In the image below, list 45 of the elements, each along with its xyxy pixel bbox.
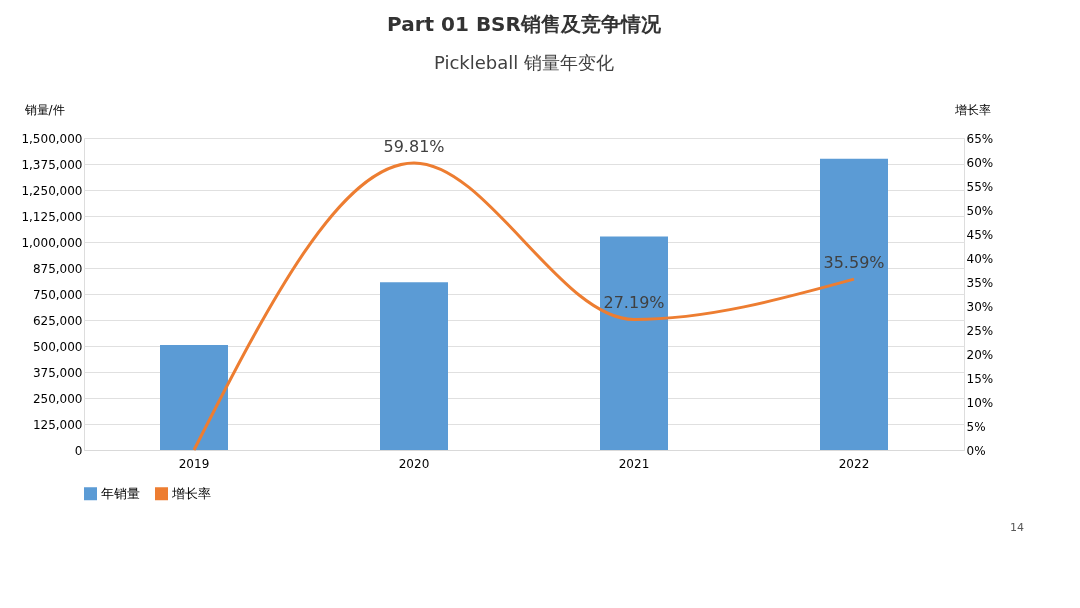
chart-title: Part 01 BSR销售及竞争情况 xyxy=(387,12,662,36)
y2-tick-label: 40% xyxy=(966,251,994,266)
y2-tick-label: 45% xyxy=(966,227,994,242)
bar xyxy=(600,236,668,450)
y-tick-label: 1,500,000 xyxy=(21,131,83,146)
y2-tick-label: 55% xyxy=(966,179,994,194)
y-tick-label: 500,000 xyxy=(32,339,83,354)
y-tick-label: 1,000,000 xyxy=(21,235,83,250)
y2-tick-label: 20% xyxy=(966,347,994,362)
y2-tick-label: 5% xyxy=(966,419,986,434)
x-tick-label: 2019 xyxy=(178,456,210,471)
y-tick-label: 125,000 xyxy=(32,417,83,432)
y-tick-label: 875,000 xyxy=(32,261,83,276)
y2-tick-label: 10% xyxy=(966,395,994,410)
legend-label: 年销量 xyxy=(101,485,140,501)
y-tick-label: 1,250,000 xyxy=(21,183,83,198)
y-tick-label: 1,375,000 xyxy=(21,157,83,172)
legend-label: 增长率 xyxy=(171,485,211,501)
chart-subtitle: Pickleball 销量年变化 xyxy=(433,52,615,73)
y2-tick-label: 35% xyxy=(966,275,994,290)
data-label: 59.81% xyxy=(383,136,445,156)
y2-tick-label: 50% xyxy=(966,203,994,218)
y2-tick-label: 65% xyxy=(966,131,994,146)
y-tick-label: 250,000 xyxy=(32,391,83,406)
x-tick-label: 2022 xyxy=(838,456,870,471)
bar xyxy=(380,282,448,450)
y-tick-label: 375,000 xyxy=(32,365,83,380)
y-tick-label: 1,125,000 xyxy=(21,209,83,224)
text: 14 xyxy=(1010,521,1024,534)
data-label: 27.19% xyxy=(603,293,665,313)
bar xyxy=(820,158,888,450)
y-tick-label: 0 xyxy=(74,443,83,458)
y2-tick-label: 15% xyxy=(966,371,994,386)
y2-tick-label: 0% xyxy=(966,443,986,458)
y-tick-label: 625,000 xyxy=(32,313,83,328)
y2-axis-title: 增长率 xyxy=(953,102,991,117)
y2-tick-label: 25% xyxy=(966,323,994,338)
y2-tick-label: 30% xyxy=(966,299,994,314)
data-label: 35.59% xyxy=(823,253,885,273)
x-tick-label: 2021 xyxy=(618,456,650,471)
bar xyxy=(160,344,228,450)
y-axis-title: 销量/件 xyxy=(23,102,65,117)
x-tick-label: 2020 xyxy=(398,456,430,471)
y2-tick-label: 60% xyxy=(966,155,994,170)
y-tick-label: 750,000 xyxy=(32,287,83,302)
